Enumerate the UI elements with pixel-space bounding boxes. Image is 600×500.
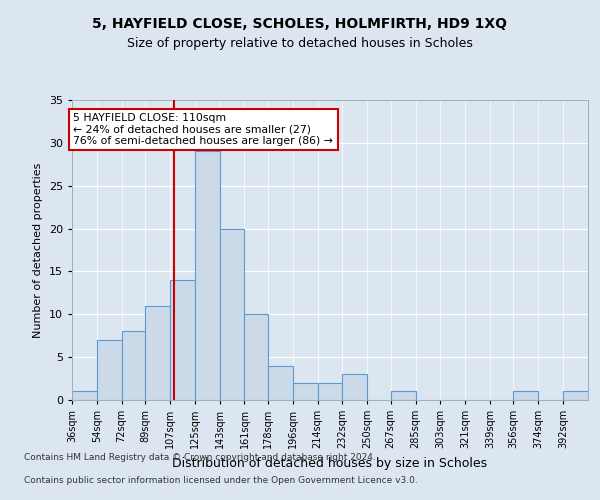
- Bar: [514, 392, 538, 400]
- Text: Contains public sector information licensed under the Open Government Licence v3: Contains public sector information licen…: [24, 476, 418, 485]
- Bar: [122, 332, 145, 400]
- Y-axis label: Number of detached properties: Number of detached properties: [33, 162, 43, 338]
- Bar: [317, 383, 343, 400]
- Text: Size of property relative to detached houses in Scholes: Size of property relative to detached ho…: [127, 38, 473, 51]
- Bar: [563, 392, 588, 400]
- Bar: [145, 306, 170, 400]
- Text: Contains HM Land Registry data © Crown copyright and database right 2024.: Contains HM Land Registry data © Crown c…: [24, 454, 376, 462]
- Bar: [97, 340, 122, 400]
- Bar: [268, 366, 293, 400]
- Bar: [170, 280, 195, 400]
- Bar: [72, 392, 97, 400]
- Bar: [293, 383, 317, 400]
- Bar: [195, 152, 220, 400]
- Bar: [244, 314, 268, 400]
- Text: 5, HAYFIELD CLOSE, SCHOLES, HOLMFIRTH, HD9 1XQ: 5, HAYFIELD CLOSE, SCHOLES, HOLMFIRTH, H…: [92, 18, 508, 32]
- Bar: [343, 374, 367, 400]
- X-axis label: Distribution of detached houses by size in Scholes: Distribution of detached houses by size …: [172, 456, 488, 469]
- Bar: [220, 228, 244, 400]
- Bar: [391, 392, 416, 400]
- Text: 5 HAYFIELD CLOSE: 110sqm
← 24% of detached houses are smaller (27)
76% of semi-d: 5 HAYFIELD CLOSE: 110sqm ← 24% of detach…: [73, 113, 333, 146]
